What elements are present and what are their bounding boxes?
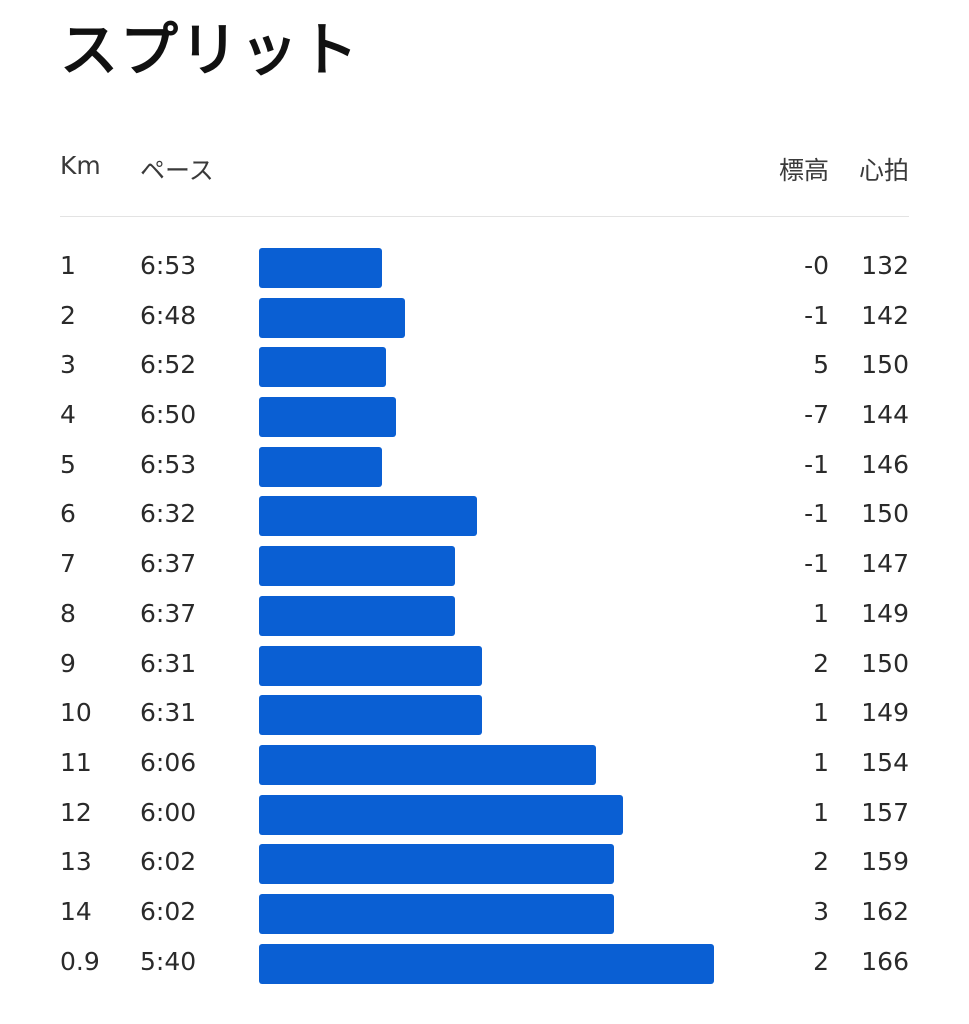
split-km: 10: [60, 698, 92, 728]
split-pace: 6:32: [140, 499, 197, 529]
header-heart-rate: 心拍: [858, 156, 909, 185]
split-elevation: 1: [813, 797, 829, 827]
split-km: 0.9: [60, 946, 100, 976]
header-pace: ペース: [140, 156, 214, 185]
pace-bar: [259, 844, 614, 885]
pace-bar: [259, 645, 482, 686]
split-row: 1 6:53 -0 132: [60, 243, 909, 293]
split-row: 11 6:06 1 154: [60, 740, 909, 790]
split-heart-rate: 132: [861, 251, 909, 280]
split-pace: 6:00: [140, 797, 197, 827]
header-elevation: 標高: [778, 156, 829, 185]
split-pace: 6:52: [140, 350, 197, 380]
split-heart-rate: 142: [861, 300, 909, 330]
split-elevation: 5: [813, 350, 829, 380]
split-row: 6 6:32 -1 150: [60, 491, 909, 541]
split-km: 8: [60, 598, 76, 628]
pace-bar: [259, 297, 405, 338]
split-elevation: -1: [804, 300, 829, 330]
split-row: 13 6:02 2 159: [60, 839, 909, 889]
split-heart-rate: 147: [861, 549, 909, 579]
split-heart-rate: 149: [861, 698, 909, 728]
pace-bar: [259, 595, 455, 636]
split-pace: 6:02: [140, 847, 197, 877]
split-heart-rate: 157: [861, 797, 909, 827]
split-km: 6: [60, 499, 76, 529]
split-elevation: 1: [813, 598, 829, 628]
split-heart-rate: 162: [861, 896, 909, 926]
splits-table-header: Km ペース 標高 心拍: [60, 145, 909, 189]
split-elevation: 1: [813, 747, 829, 777]
split-elevation: -7: [804, 400, 829, 430]
split-elevation: 2: [813, 946, 829, 976]
split-heart-rate: 150: [861, 499, 909, 529]
split-pace: 6:53: [140, 449, 197, 479]
pace-bar: [259, 695, 482, 736]
split-row: 4 6:50 -7 144: [60, 392, 909, 442]
split-pace: 6:31: [140, 648, 197, 678]
split-km: 12: [60, 797, 92, 827]
split-row: 0.9 5:40 2 166: [60, 939, 909, 989]
split-heart-rate: 146: [861, 449, 909, 479]
split-km: 13: [60, 847, 92, 877]
split-elevation: 2: [813, 847, 829, 877]
splits-table: 1 6:53 -0 132 2 6:48 -1 142 3 6:52 5 150 4 6:50 -7 144 5…: [60, 243, 909, 988]
split-km: 9: [60, 648, 76, 678]
split-pace: 6:06: [140, 747, 197, 777]
split-km: 14: [60, 896, 92, 926]
split-km: 4: [60, 400, 76, 430]
pace-bar: [259, 446, 382, 487]
split-elevation: 1: [813, 698, 829, 728]
split-heart-rate: 149: [861, 598, 909, 628]
split-elevation: 3: [813, 896, 829, 926]
split-pace: 6:37: [140, 598, 197, 628]
split-km: 3: [60, 350, 76, 380]
pace-bar: [259, 794, 623, 835]
pace-bar: [259, 248, 382, 288]
split-row: 14 6:02 3 162: [60, 889, 909, 939]
split-elevation: -1: [804, 549, 829, 579]
split-km: 7: [60, 549, 76, 579]
split-elevation: 2: [813, 648, 829, 678]
split-heart-rate: 159: [861, 847, 909, 877]
split-elevation: -1: [804, 499, 829, 529]
split-km: 2: [60, 300, 76, 330]
pace-bar: [259, 397, 396, 438]
split-pace: 6:48: [140, 300, 197, 330]
split-km: 5: [60, 449, 76, 479]
pace-bar: [259, 893, 614, 934]
split-elevation: -0: [804, 251, 829, 280]
split-pace: 6:53: [140, 251, 197, 280]
split-km: 1: [60, 251, 76, 280]
pace-bar: [259, 744, 596, 785]
split-heart-rate: 154: [861, 747, 909, 777]
split-row: 7 6:37 -1 147: [60, 541, 909, 591]
split-row: 3 6:52 5 150: [60, 342, 909, 392]
split-row: 5 6:53 -1 146: [60, 442, 909, 492]
split-heart-rate: 150: [861, 648, 909, 678]
split-heart-rate: 166: [861, 946, 909, 976]
split-row: 2 6:48 -1 142: [60, 293, 909, 343]
pace-bar: [259, 496, 478, 537]
split-row: 12 6:00 1 157: [60, 790, 909, 840]
split-heart-rate: 150: [861, 350, 909, 380]
split-elevation: -1: [804, 449, 829, 479]
split-heart-rate: 144: [861, 400, 909, 430]
pace-bar: [259, 943, 714, 984]
page-title: スプリット: [60, 16, 361, 84]
split-pace: 6:50: [140, 400, 197, 430]
split-pace: 6:02: [140, 896, 197, 926]
split-pace: 6:37: [140, 549, 197, 579]
pace-bar: [259, 546, 455, 587]
split-pace: 5:40: [140, 946, 197, 976]
header-km: Km: [60, 151, 101, 180]
split-km: 11: [60, 747, 92, 777]
header-divider: [60, 216, 909, 217]
split-pace: 6:31: [140, 698, 197, 728]
split-row: 10 6:31 1 149: [60, 690, 909, 740]
split-row: 9 6:31 2 150: [60, 641, 909, 691]
pace-bar: [259, 347, 387, 388]
split-row: 8 6:37 1 149: [60, 591, 909, 641]
